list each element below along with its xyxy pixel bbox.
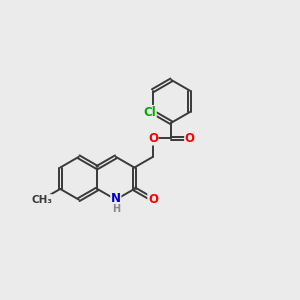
Text: O: O [148,132,158,145]
Text: Cl: Cl [143,106,156,118]
Text: O: O [185,132,195,145]
Text: N: N [111,192,121,205]
Text: H: H [112,204,120,214]
Text: O: O [148,193,158,206]
Text: CH₃: CH₃ [31,195,52,205]
